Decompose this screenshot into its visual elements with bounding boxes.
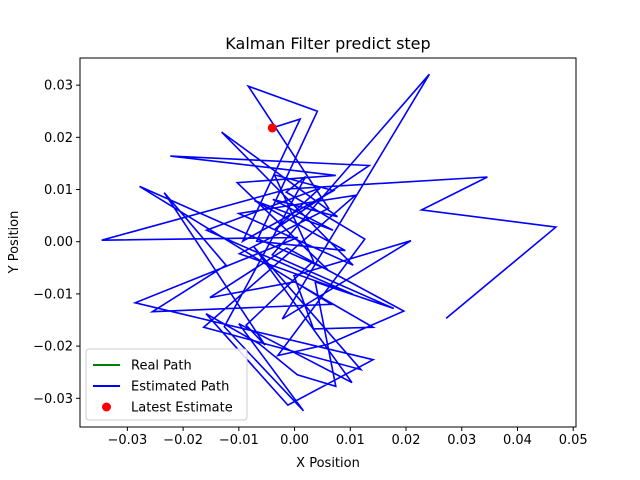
y-tick-label: −0.03 [33,392,73,407]
x-axis: −0.03 −0.02 −0.01 0.00 0.01 0.02 0.03 0.04 0.05 [107,427,588,448]
y-axis-label: Y Position [7,211,22,275]
x-tick-label: −0.03 [107,433,147,448]
x-axis-label: X Position [296,456,360,471]
y-tick-label: −0.01 [33,287,73,302]
legend-label-latest-estimate: Latest Estimate [131,401,233,416]
x-tick-label: 0.02 [392,433,421,448]
y-tick-label: 0.00 [44,235,73,250]
legend-frame [85,348,248,421]
legend-label-estimated-path: Estimated Path [131,380,229,395]
x-tick-label: 0.00 [280,433,309,448]
x-tick-label: 0.05 [559,433,588,448]
y-tick-label: 0.02 [44,131,73,146]
x-tick-label: −0.02 [163,433,203,448]
x-tick-label: −0.01 [219,433,259,448]
plot-area [101,73,558,412]
legend-label-real-path: Real Path [131,359,192,374]
y-tick-label: 0.01 [44,183,73,198]
y-tick-label: −0.02 [33,340,73,355]
x-tick-label: 0.04 [503,433,532,448]
legend: Real Path Estimated Path Latest Estimate [85,348,248,421]
x-tick-label: 0.01 [336,433,365,448]
series-line-estimated-path [101,73,558,412]
legend-swatch-latest-estimate [102,402,111,412]
y-axis: −0.03 −0.02 −0.01 0.00 0.01 0.02 0.03 [33,79,80,407]
y-tick-label: 0.03 [44,79,73,94]
chart-title: Kalman Filter predict step [225,34,430,53]
point-latest-estimate [267,123,277,133]
x-tick-label: 0.03 [447,433,476,448]
plot-frame [79,57,577,428]
